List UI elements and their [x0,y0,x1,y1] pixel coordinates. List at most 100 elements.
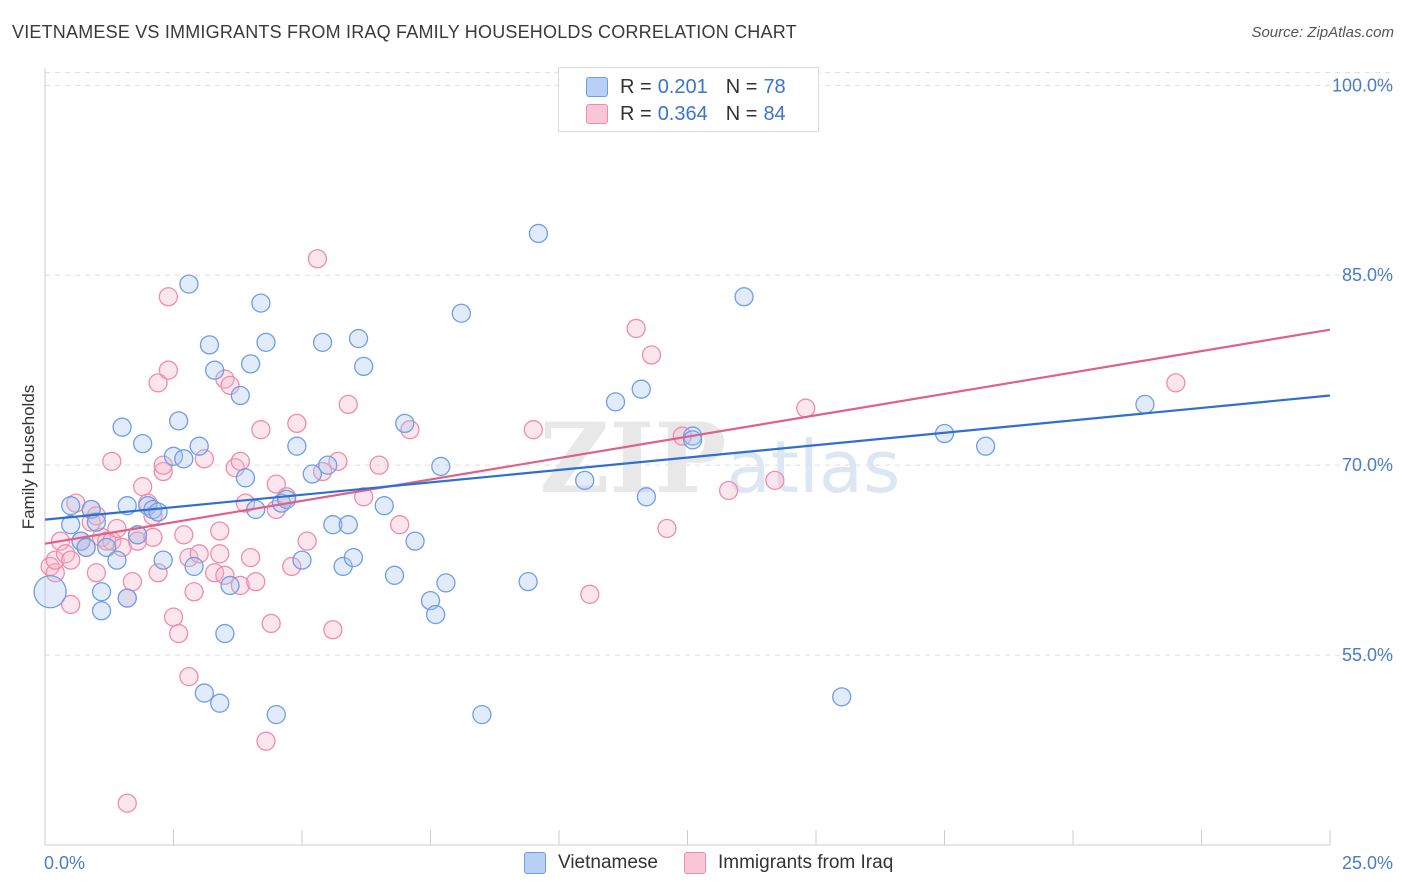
y-tick-label: 100.0% [1332,75,1393,95]
vietnamese-point [168,411,189,431]
iraq-point [626,318,646,339]
iraq-point [390,515,410,535]
vietnamese-point [472,704,492,725]
vietnamese-point [266,704,286,725]
vietnamese-point [97,537,117,558]
iraq-point [328,451,348,472]
vietnamese-point [256,332,276,352]
vietnamese-point [230,385,250,406]
vietnamese-point [61,496,81,516]
vietnamese-point [107,550,127,570]
legend-item-vietnamese: Vietnamese [524,852,658,874]
iraq-point [523,420,543,440]
vietnamese-point [292,550,312,570]
iraq-point [45,550,65,570]
iraq-point [107,518,127,539]
r-label: R = [620,75,652,98]
iraq-point [246,571,266,592]
tick-labels: 55.0% 70.0% 85.0% 100.0% 0.0% 25.0% [44,75,1393,873]
vietnamese-point [199,335,220,355]
vietnamese-point [431,456,451,477]
iraq-points [40,249,1186,813]
iraq-point [189,544,209,564]
iraq-point [143,527,163,547]
iraq-point [1166,373,1186,393]
iraq-point [400,420,420,440]
vietnamese-point [518,571,538,592]
legend-label: Vietnamese [558,852,658,873]
vietnamese-point [189,436,209,456]
vietnamese-point [318,455,338,475]
iraq-point [102,451,122,472]
r-value: 0.364 [657,102,708,125]
iraq-point [256,731,276,751]
watermark-atlas: atlas [727,425,901,509]
iraq-point [718,480,739,501]
vietnamese-point [33,575,67,609]
vietnamese-point [91,582,112,602]
r-label: R = [620,102,652,125]
vietnamese-point [204,360,225,380]
iraq-point [179,547,199,568]
iraq-point [215,565,235,585]
vietnamese-swatch-icon [524,852,546,874]
r-value: 0.201 [657,75,708,98]
legend-row-iraq: R = 0.364 N = 84 [586,103,786,125]
legend-row-vietnamese: R = 0.201 N = 78 [586,76,786,98]
vietnamese-point [605,392,626,412]
iraq-point [148,563,168,583]
iraq-point [127,531,148,551]
iraq-point [168,623,189,644]
vietnamese-point [384,565,405,585]
iraq-point [282,556,302,577]
iraq-point [235,493,256,513]
y-tick-label: 55.0% [1342,645,1393,665]
vietnamese-point [153,550,173,570]
vietnamese-point [425,604,446,625]
vietnamese-point [210,693,230,713]
iraq-point [210,544,230,564]
vietnamese-point [354,356,374,377]
watermark: ZIPatlas [539,402,900,515]
iraq-point [210,521,230,541]
iraq-point [230,575,250,596]
iraq-point [240,547,261,568]
iraq-point [369,455,389,475]
legend-item-iraq: Immigrants from Iraq [684,852,893,874]
iraq-point [657,518,677,539]
vietnamese-point [395,413,415,434]
iraq-point [251,420,271,440]
iraq-point [148,373,168,393]
vietnamese-point [220,575,240,596]
vietnamese-point [1135,394,1155,415]
legend-label: Immigrants from Iraq [718,852,894,873]
vietnamese-point [194,683,214,703]
iraq-point [225,458,245,478]
iraq-swatch-icon [684,852,706,874]
iraq-point [158,360,179,380]
vietnamese-point [338,515,358,535]
vietnamese-point [251,293,271,313]
vietnamese-swatch-icon [586,77,608,97]
vietnamese-point [276,489,297,509]
iraq-point [194,449,214,469]
source-label: Source: ZipAtlas.com [1251,24,1394,41]
vietnamese-point [127,525,148,545]
vietnamese-point [240,354,261,374]
vietnamese-trend-line [44,394,1331,521]
vietnamese-point [405,531,425,551]
n-value: 78 [763,75,786,98]
vietnamese-point [451,303,471,323]
vietnamese-point [734,287,754,307]
iraq-trend-line [44,328,1331,545]
watermark-zip: ZIP [539,402,726,515]
iraq-point [287,413,307,434]
chart-title: VIETNAMESE VS IMMIGRANTS FROM IRAQ FAMIL… [12,22,797,42]
n-label: N = [725,102,758,125]
vietnamese-point [148,502,168,522]
iraq-point [323,620,343,640]
watermark-text: ZIPatlas [539,402,900,515]
iraq-point [61,550,81,570]
iraq-point [117,793,137,813]
